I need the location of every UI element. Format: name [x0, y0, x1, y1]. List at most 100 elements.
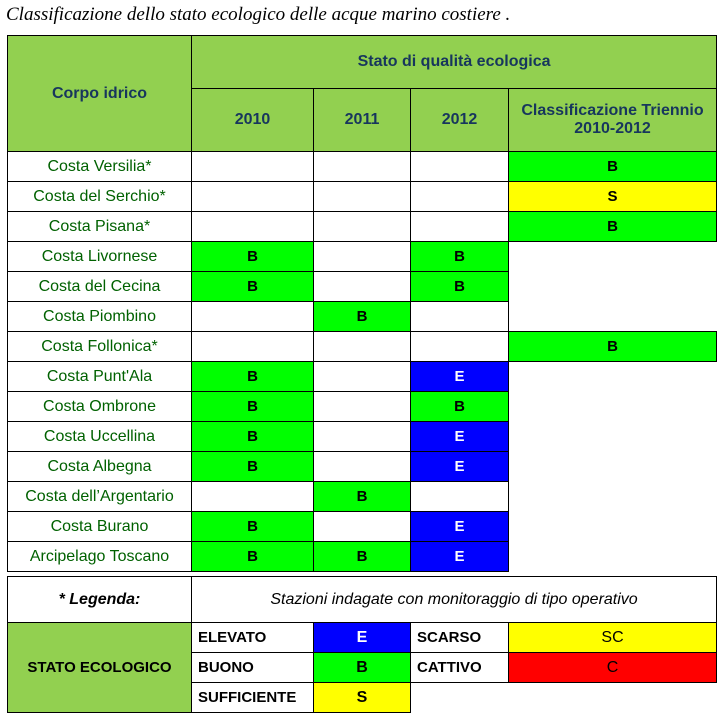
status-cell-2010: B: [191, 451, 314, 482]
status-cell-2011: B: [313, 481, 411, 512]
status-cell-2011: [313, 181, 411, 212]
status-cell-2011: [313, 271, 411, 302]
legend-sufficiente-label: SUFFICIENTE: [191, 682, 314, 713]
status-cell-2011: B: [313, 541, 411, 572]
corpo-idrico-name: Costa Punt'Ala: [7, 361, 192, 392]
status-cell-2011: [313, 511, 411, 542]
table-row: Costa Livornese B B: [7, 241, 717, 272]
status-cell-2011: [313, 391, 411, 422]
table-row: Costa del Cecina B B: [7, 271, 717, 302]
status-cell-triennio: [508, 271, 717, 302]
status-cell-2010: [191, 331, 314, 362]
status-cell-triennio: [508, 481, 717, 512]
header-year-2011: 2011: [313, 88, 411, 152]
legend-cattivo-code: C: [507, 652, 718, 683]
table-body: Costa Versilia* B Costa del Serchio* S Costa…: [7, 151, 718, 572]
table-row: Costa Piombino B: [7, 301, 717, 332]
status-cell-2010: B: [191, 391, 314, 422]
corpo-idrico-name: Costa Piombino: [7, 301, 192, 332]
status-cell-2012: [410, 181, 509, 212]
table-row: Costa Uccellina B E: [7, 421, 717, 452]
status-cell-2012: [410, 331, 509, 362]
status-cell-triennio: [508, 451, 717, 482]
status-cell-triennio: B: [507, 211, 718, 242]
header-year-2010: 2010: [191, 88, 314, 152]
status-cell-2010: B: [191, 421, 314, 452]
status-cell-2012: E: [410, 511, 509, 542]
header-classificazione-triennio: Classificazione Triennio 2010-2012: [507, 88, 718, 152]
table-caption: Classificazione dello stato ecologico de…: [6, 4, 511, 25]
corpo-idrico-name: Costa Pisana*: [7, 211, 192, 242]
corpo-idrico-name: Costa Uccellina: [7, 421, 192, 452]
status-cell-triennio: S: [507, 181, 718, 212]
legend-buono-code: B: [313, 652, 411, 683]
status-cell-2011: B: [313, 301, 411, 332]
table-row: Costa dell’Argentario B: [7, 481, 717, 512]
corpo-idrico-name: Costa Versilia*: [7, 151, 192, 182]
status-cell-2010: [191, 151, 314, 182]
legend-stato-ecologico-label: STATO ECOLOGICO: [7, 622, 192, 713]
status-cell-2011: [313, 451, 411, 482]
table-row: Costa del Serchio* S: [7, 181, 718, 212]
status-cell-2010: [191, 211, 314, 242]
status-cell-triennio: [508, 541, 717, 572]
header-corpo-idrico: Corpo idrico: [7, 35, 192, 152]
status-cell-2010: [191, 481, 314, 512]
status-cell-2010: B: [191, 271, 314, 302]
status-cell-2011: [313, 211, 411, 242]
corpo-idrico-name: Costa Ombrone: [7, 391, 192, 422]
legend-elevato-code: E: [313, 622, 411, 653]
corpo-idrico-name: Costa dell’Argentario: [7, 481, 192, 512]
corpo-idrico-name: Costa Burano: [7, 511, 192, 542]
status-cell-triennio: [508, 361, 717, 392]
status-cell-triennio: [508, 421, 717, 452]
ecological-status-table: Corpo idrico Stato di qualità ecologica …: [7, 35, 718, 572]
status-cell-2012: E: [410, 451, 509, 482]
corpo-idrico-name: Costa Livornese: [7, 241, 192, 272]
corpo-idrico-name: Costa del Cecina: [7, 271, 192, 302]
legend-title: * Legenda:: [7, 576, 192, 623]
legend-table: * Legenda: Stazioni indagate con monitor…: [7, 576, 718, 713]
status-cell-2010: [191, 301, 314, 332]
legend-description: Stazioni indagate con monitoraggio di ti…: [190, 576, 718, 623]
corpo-idrico-name: Costa Follonica*: [7, 331, 192, 362]
status-cell-2012: [410, 211, 509, 242]
header-year-2012: 2012: [410, 88, 509, 152]
table-row: Costa Follonica* B: [7, 331, 718, 362]
table-row: Costa Versilia* B: [7, 151, 718, 182]
legend-sufficiente-code: S: [313, 682, 411, 713]
legend-scarso-code: SC: [507, 622, 718, 653]
corpo-idrico-name: Arcipelago Toscano: [7, 541, 192, 572]
legend-empty-area: [410, 682, 717, 713]
table-row: Arcipelago Toscano B B E: [7, 541, 717, 572]
legend-cattivo-label: CATTIVO: [410, 652, 509, 683]
status-cell-2012: E: [410, 541, 509, 572]
status-cell-2010: B: [191, 541, 314, 572]
status-cell-triennio: [508, 241, 717, 272]
corpo-idrico-name: Costa del Serchio*: [7, 181, 192, 212]
table-row: Costa Albegna B E: [7, 451, 717, 482]
status-cell-2012: [410, 151, 509, 182]
status-cell-2010: [191, 181, 314, 212]
status-cell-2012: E: [410, 361, 509, 392]
status-cell-2010: B: [191, 511, 314, 542]
header-stato-qualita: Stato di qualità ecologica: [190, 35, 718, 89]
status-cell-2010: B: [191, 361, 314, 392]
status-cell-2012: B: [410, 271, 509, 302]
status-cell-2012: E: [410, 421, 509, 452]
table-row: Costa Pisana* B: [7, 211, 718, 242]
table-row: Costa Ombrone B B: [7, 391, 717, 422]
corpo-idrico-name: Costa Albegna: [7, 451, 192, 482]
status-cell-2011: [313, 331, 411, 362]
status-cell-2012: B: [410, 391, 509, 422]
legend-elevato-label: ELEVATO: [191, 622, 314, 653]
status-cell-2011: [313, 241, 411, 272]
status-cell-triennio: B: [507, 331, 718, 362]
status-cell-2011: [313, 361, 411, 392]
status-cell-triennio: [508, 511, 717, 542]
legend-buono-label: BUONO: [191, 652, 314, 683]
legend-scarso-label: SCARSO: [410, 622, 509, 653]
status-cell-2012: [410, 301, 509, 332]
table-row: Costa Burano B E: [7, 511, 717, 542]
status-cell-triennio: [508, 391, 717, 422]
